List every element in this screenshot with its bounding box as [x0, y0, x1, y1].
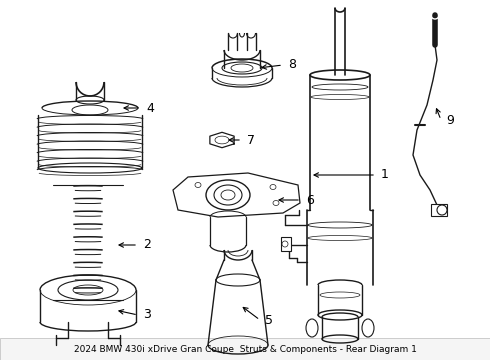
Bar: [431, 204, 447, 216]
Ellipse shape: [362, 319, 374, 337]
Polygon shape: [173, 173, 300, 217]
Text: 1: 1: [381, 168, 389, 181]
Text: 4: 4: [146, 102, 154, 114]
Text: 2024 BMW 430i xDrive Gran Coupe  Struts & Components - Rear Diagram 1: 2024 BMW 430i xDrive Gran Coupe Struts &…: [74, 345, 416, 354]
Bar: [281, 237, 291, 251]
Text: 3: 3: [143, 309, 151, 321]
Text: 2: 2: [143, 238, 151, 252]
Text: 8: 8: [288, 58, 296, 72]
Text: 7: 7: [247, 134, 255, 147]
Bar: [0, 338, 490, 360]
Ellipse shape: [306, 319, 318, 337]
Text: 9: 9: [446, 113, 454, 126]
Text: 6: 6: [306, 194, 314, 207]
Text: 5: 5: [265, 314, 273, 327]
Ellipse shape: [437, 205, 447, 215]
